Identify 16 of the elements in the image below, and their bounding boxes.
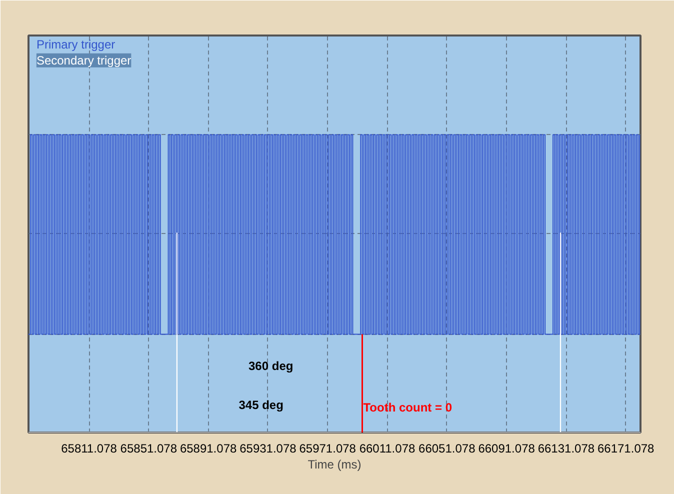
annotation: 345 deg [238, 398, 284, 412]
x-tick-label: 66091.078 [478, 442, 536, 456]
x-tick-label: 65851.078 [120, 442, 178, 456]
x-tick-label: 65811.078 [61, 442, 118, 456]
x-tick-label: 66051.078 [418, 442, 476, 456]
x-tick-label: 66171.078 [597, 442, 655, 456]
x-tick-label: 65931.078 [240, 442, 297, 456]
annotation: Tooth count = 0 [363, 400, 452, 415]
x-tick-label: 66011.078 [359, 442, 416, 456]
text: Primary trigger [36, 37, 116, 52]
x-tick-label: 66131.078 [538, 442, 595, 456]
x-axis-title: Time (ms) [308, 458, 362, 472]
x-tick-label: 65891.078 [180, 442, 237, 456]
annotation: 360 deg [248, 358, 294, 373]
x-tick-label: 65971.078 [299, 442, 356, 456]
text: Secondary trigger [36, 53, 132, 68]
